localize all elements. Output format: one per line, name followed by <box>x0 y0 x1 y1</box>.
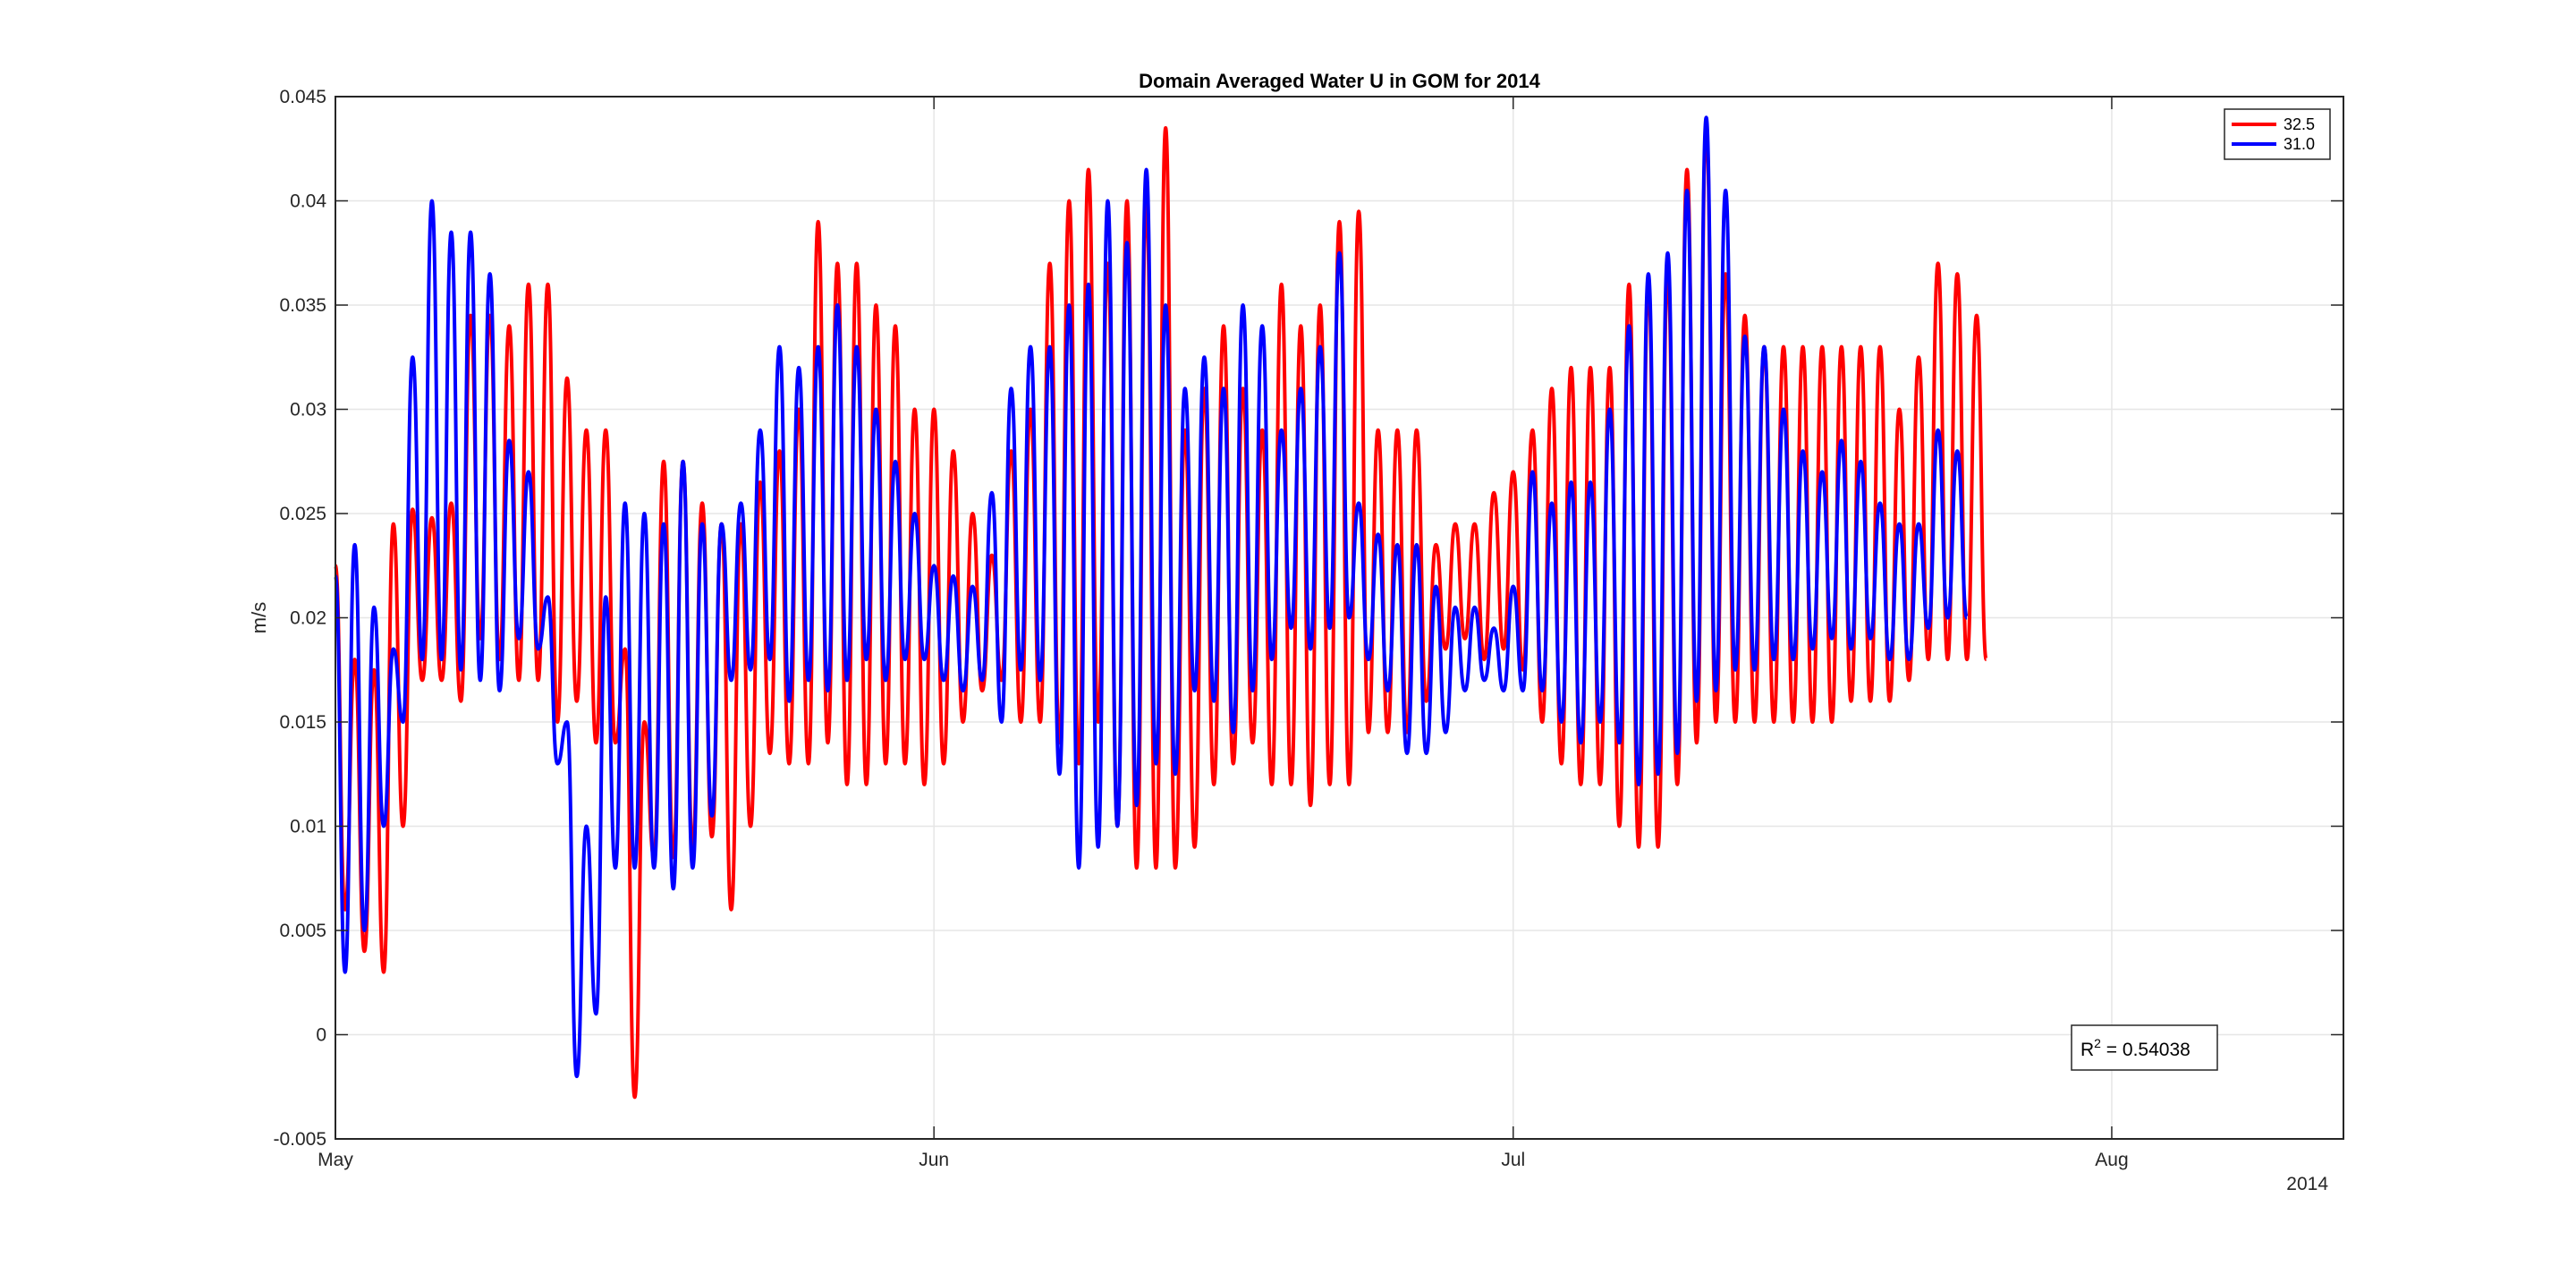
r2-annotation-text: R2 = 0.54038 <box>2080 1036 2190 1060</box>
x-tick-label: Aug <box>2095 1150 2128 1170</box>
r2-value: = 0.54038 <box>2101 1040 2190 1060</box>
y-tick-label: 0.035 <box>279 295 326 316</box>
legend: 32.5 31.0 <box>2224 108 2331 160</box>
axis-ticks: -0.005 0 0.005 0.01 0.015 0.02 0.025 0.03 0.035 0… <box>273 87 2343 1170</box>
r2-annotation: R2 = 0.54038 <box>2071 1024 2218 1071</box>
r2-annotation-box <box>2071 1024 2218 1071</box>
y-tick-label: 0.02 <box>290 608 326 629</box>
r2-superscript: 2 <box>2094 1036 2101 1050</box>
y-tick-label: -0.005 <box>273 1129 326 1150</box>
y-tick-label: 0.015 <box>279 712 326 733</box>
legend-box <box>2224 108 2331 160</box>
y-tick-label: 0.03 <box>290 400 326 420</box>
legend-label: 32.5 <box>2284 115 2315 133</box>
y-axis-label: m/s <box>248 602 270 633</box>
y-tick-label: 0 <box>316 1025 326 1046</box>
chart-title: Domain Averaged Water U in GOM for 2014 <box>1139 70 1540 92</box>
x-axis-year-label: 2014 <box>2286 1174 2328 1194</box>
y-tick-label: 0.005 <box>279 921 326 941</box>
series-line-31-0 <box>334 115 1970 1079</box>
y-tick-label: 0.025 <box>279 504 326 524</box>
x-tick-label: Jun <box>919 1150 949 1170</box>
y-tick-label: 0.04 <box>290 191 326 212</box>
r2-label: R <box>2080 1040 2094 1060</box>
legend-label: 31.0 <box>2284 135 2315 153</box>
y-tick-label: 0.01 <box>290 817 326 837</box>
x-tick-label: May <box>318 1150 353 1170</box>
y-tick-label: 0.045 <box>279 87 326 107</box>
x-tick-label: Jul <box>1501 1150 1525 1170</box>
series-layer <box>334 115 1988 1100</box>
